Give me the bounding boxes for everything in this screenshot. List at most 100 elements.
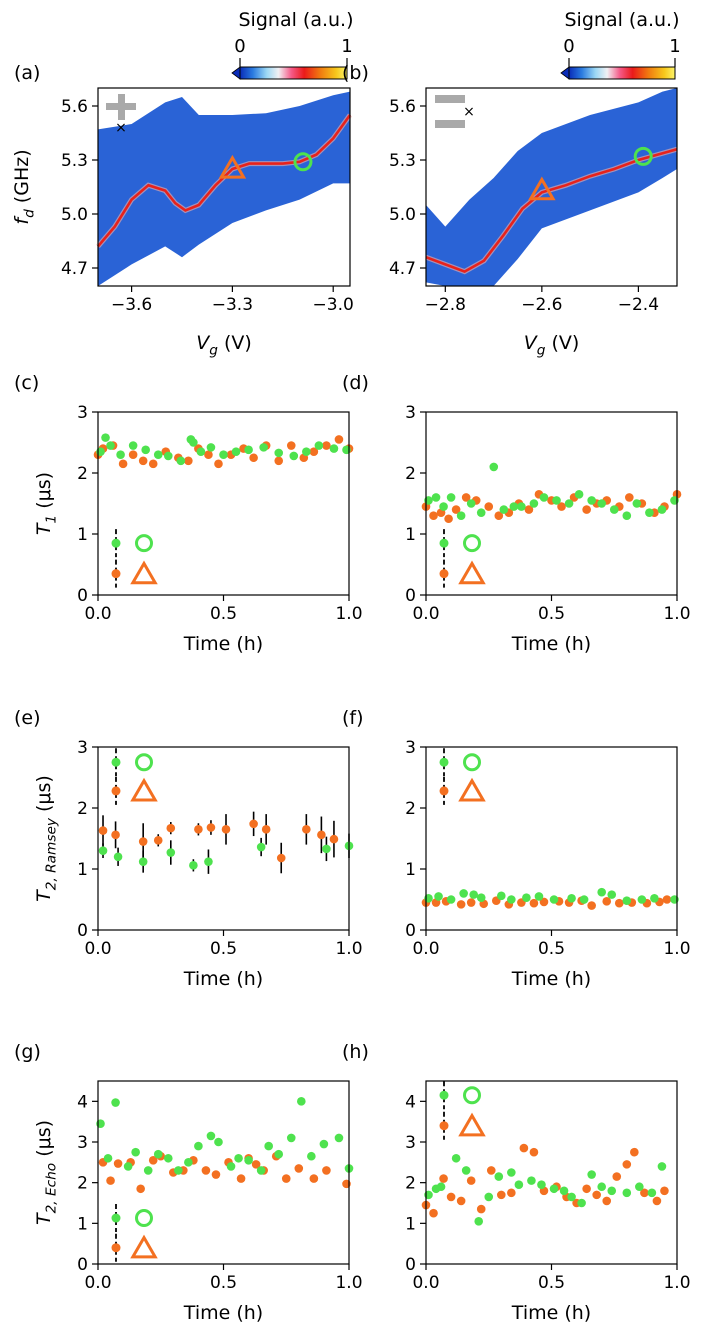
y-axis-label: T2, Echo (μs) bbox=[33, 1120, 60, 1225]
circle-point bbox=[522, 893, 531, 902]
colorbar-b: Signal (a.u.) 0 1 bbox=[560, 9, 681, 80]
circle-point bbox=[256, 842, 266, 852]
circle-point bbox=[289, 451, 299, 461]
circle-marker bbox=[293, 152, 313, 172]
x-tick-label: −2.6 bbox=[521, 295, 562, 315]
x-tick-label: 0.0 bbox=[412, 939, 439, 959]
circle-point bbox=[123, 1162, 133, 1171]
circle-point bbox=[334, 1133, 344, 1143]
circle-point bbox=[497, 891, 506, 901]
y-axis-label: fd (GHz) bbox=[11, 149, 38, 224]
y-tick-label: 1 bbox=[405, 860, 416, 880]
triangle-marker bbox=[528, 176, 556, 201]
triangle-point bbox=[309, 447, 319, 456]
y-tick-label: 2 bbox=[405, 799, 416, 819]
legend-triangle-marker bbox=[130, 560, 158, 585]
triangle-point bbox=[201, 1166, 211, 1175]
y-tick-label: 0 bbox=[405, 1255, 416, 1275]
circle-point bbox=[98, 846, 108, 855]
legend-triangle-dot bbox=[111, 1243, 121, 1253]
circle-point bbox=[153, 450, 163, 460]
circle-point bbox=[431, 493, 441, 502]
circle-point bbox=[219, 450, 228, 460]
triangle-point bbox=[111, 830, 120, 840]
x-tick-label: 0.0 bbox=[412, 604, 439, 624]
circle-point bbox=[645, 508, 654, 517]
triangle-point bbox=[148, 1156, 158, 1165]
legend-triangle-marker bbox=[130, 777, 158, 802]
circle-point bbox=[622, 1188, 632, 1198]
triangle-point bbox=[206, 823, 216, 832]
circle-point bbox=[564, 499, 574, 508]
gate-inset-bottom bbox=[435, 120, 465, 128]
circle-point bbox=[128, 441, 138, 450]
circle-point bbox=[274, 1149, 284, 1159]
y-tick-label: 3 bbox=[77, 403, 88, 423]
panel-g: 0.0 0.5 1.0 0 1 2 3 4 (g) Time (h) T2, Echo (μs) bbox=[14, 1041, 363, 1324]
panel-label: (c) bbox=[14, 372, 39, 394]
colorbar-a-tick-0: 0 bbox=[234, 36, 245, 57]
triangle-point bbox=[286, 441, 296, 450]
legend-triangle-marker bbox=[458, 560, 486, 585]
circle-point bbox=[264, 1141, 273, 1151]
legend-circle-marker bbox=[135, 753, 153, 772]
legend-triangle-marker bbox=[130, 1234, 158, 1259]
triangle-point bbox=[652, 1196, 662, 1206]
triangle-point bbox=[322, 1166, 331, 1175]
triangle-point bbox=[138, 456, 148, 466]
y-axis-label-main: f bbox=[11, 215, 33, 225]
triangle-point bbox=[249, 453, 258, 463]
circle-point bbox=[439, 502, 448, 511]
y-axis-label-main: T bbox=[33, 1212, 55, 1225]
colorbar-b-tick-1: 1 bbox=[669, 36, 680, 57]
triangle-point bbox=[214, 459, 223, 469]
circle-point bbox=[607, 1186, 617, 1196]
triangle-point bbox=[136, 1184, 145, 1194]
circle-point bbox=[539, 493, 549, 502]
circle-point bbox=[116, 450, 125, 460]
resonance-trace bbox=[97, 114, 352, 248]
circle-point bbox=[597, 499, 606, 508]
y-tick-label: 1 bbox=[405, 525, 416, 545]
x-axis-label: Vg (V) bbox=[524, 332, 580, 359]
x-tick-label: 1.0 bbox=[663, 604, 690, 624]
triangle-point bbox=[249, 819, 258, 829]
x-axis-label: Time (h) bbox=[511, 633, 591, 655]
y-tick-label: 5.3 bbox=[389, 151, 416, 171]
circle-point bbox=[461, 1166, 471, 1175]
legend-circle-marker bbox=[463, 753, 481, 772]
legend-circle-dot bbox=[111, 538, 121, 548]
circle-point bbox=[256, 1166, 266, 1175]
x-tick-label: 1.0 bbox=[335, 939, 362, 959]
legend-circle-marker bbox=[135, 1209, 153, 1228]
circle-point bbox=[259, 443, 268, 452]
triangle-point bbox=[274, 456, 284, 466]
x-tick-label: 0.0 bbox=[84, 604, 111, 624]
circle-point bbox=[141, 445, 150, 455]
circle-point bbox=[577, 1198, 586, 1208]
triangle-point bbox=[582, 505, 591, 514]
panel-b: −2.8 −2.6 −2.4 4.7 5.0 5.3 5.6 (b) Vg (V) × bbox=[342, 62, 678, 359]
circle-point bbox=[189, 438, 198, 447]
x-axis-label: Time (h) bbox=[183, 968, 263, 990]
triangle-point bbox=[612, 1172, 622, 1181]
triangle-point bbox=[622, 1160, 632, 1169]
circle-point bbox=[509, 502, 519, 511]
circle-point bbox=[517, 502, 526, 511]
circle-point bbox=[184, 1158, 193, 1167]
triangle-point bbox=[118, 459, 128, 469]
circle-point bbox=[456, 511, 466, 520]
circle-point bbox=[113, 852, 123, 862]
circle-point bbox=[166, 848, 176, 857]
y-tick-label: 4 bbox=[77, 1092, 88, 1112]
gate-inset-top bbox=[435, 95, 465, 103]
circle-point bbox=[469, 890, 478, 899]
y-tick-label: 0 bbox=[77, 921, 88, 941]
circle-point bbox=[647, 1188, 657, 1198]
triangle-point bbox=[497, 1190, 506, 1200]
x-axis-label: Time (h) bbox=[183, 1302, 263, 1324]
y-tick-label: 3 bbox=[405, 1133, 416, 1153]
circle-point bbox=[286, 1133, 296, 1143]
panel-label: (a) bbox=[14, 62, 40, 84]
circle-point bbox=[194, 1141, 203, 1151]
